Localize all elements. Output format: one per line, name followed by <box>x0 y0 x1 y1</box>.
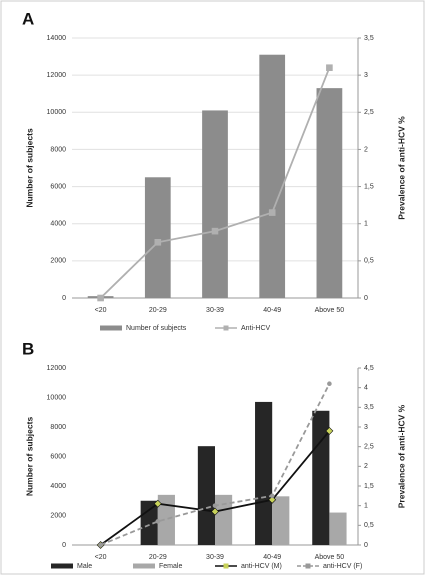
legend-label: anti-HCV (F) <box>323 563 362 570</box>
y2-tick-label: 4 <box>364 385 368 392</box>
y-tick-label: 4000 <box>50 221 66 228</box>
bar <box>157 494 175 545</box>
bar <box>140 500 158 545</box>
y-tick-label: 8000 <box>50 146 66 153</box>
y-tick-label: 6000 <box>50 183 66 190</box>
legend-label: anti-HCV (M) <box>241 563 282 570</box>
legend-marker <box>223 325 229 331</box>
x-tick-label: 20-29 <box>149 307 167 314</box>
marker <box>327 381 332 387</box>
y2-tick-label: 0 <box>364 542 368 549</box>
y-axis-title: Number of subjects <box>24 128 34 208</box>
x-tick-label: 40-49 <box>263 307 281 314</box>
y2-tick-label: 3,5 <box>364 35 374 42</box>
y-tick-label: 2000 <box>50 258 66 265</box>
x-tick-label: 40-49 <box>263 554 281 561</box>
y-tick-label: 8000 <box>50 424 66 431</box>
y2-tick-label: 3 <box>364 72 368 79</box>
legend-label: Male <box>77 563 92 570</box>
x-tick-label: Above 50 <box>315 307 345 314</box>
y2-tick-label: 2,5 <box>364 444 374 451</box>
marker <box>325 427 334 435</box>
legend-label: Anti-HCV <box>241 325 271 332</box>
panel-label: B <box>22 339 34 358</box>
bar <box>144 177 171 298</box>
bar <box>202 110 228 298</box>
y-tick-label: 12000 <box>47 72 67 79</box>
legend-label: Number of subjects <box>126 325 187 332</box>
legend-marker <box>305 563 311 569</box>
legend-swatch <box>51 563 73 569</box>
marker <box>97 294 104 302</box>
marker <box>212 503 218 508</box>
x-tick-label: Above 50 <box>315 554 345 561</box>
y2-tick-label: 3 <box>364 424 368 431</box>
y2-tick-label: 2 <box>364 146 368 153</box>
marker <box>154 238 162 246</box>
y-tick-label: 2000 <box>50 512 66 519</box>
marker <box>269 493 275 499</box>
marker <box>153 499 162 508</box>
y2-tick-label: 2,5 <box>364 109 374 116</box>
y2-tick-label: 1 <box>364 221 368 228</box>
marker <box>155 519 161 524</box>
y2-axis-title: Prevalence of anti-HCV % <box>396 404 406 508</box>
legend-marker <box>223 563 229 569</box>
y2-tick-label: 2 <box>364 463 368 470</box>
legend-swatch <box>100 325 122 331</box>
bar <box>259 54 286 298</box>
bar <box>255 401 273 545</box>
marker <box>98 542 103 548</box>
y2-tick-label: 0,5 <box>364 258 374 265</box>
legend-label: Female <box>159 563 182 570</box>
bar <box>312 410 330 545</box>
bar <box>329 512 347 545</box>
y2-tick-label: 4,5 <box>364 365 374 372</box>
y-tick-label: 10000 <box>47 394 67 401</box>
bar <box>215 494 233 545</box>
y-tick-label: 0 <box>62 295 66 302</box>
bar <box>197 446 215 545</box>
bar <box>316 88 343 299</box>
y2-tick-label: 1,5 <box>364 183 374 190</box>
panel-label: A <box>22 9 34 28</box>
y2-tick-label: 3,5 <box>364 404 374 411</box>
y2-axis-title: Prevalence of anti-HCV % <box>396 116 406 220</box>
y-axis-title: Number of subjects <box>24 417 34 497</box>
legend-swatch <box>133 563 155 569</box>
x-tick-label: 20-29 <box>149 554 167 561</box>
y-tick-label: 10000 <box>47 109 67 116</box>
marker <box>211 227 219 235</box>
y-tick-label: 6000 <box>50 453 66 460</box>
marker <box>268 495 277 504</box>
y2-tick-label: 1,5 <box>364 483 374 490</box>
y2-tick-label: 0,5 <box>364 522 374 529</box>
x-tick-label: <20 <box>95 554 107 561</box>
y-tick-label: 0 <box>62 542 66 549</box>
x-tick-label: 30-39 <box>206 307 224 314</box>
y-tick-label: 4000 <box>50 483 66 490</box>
y-tick-label: 12000 <box>47 365 67 372</box>
marker <box>211 507 219 516</box>
marker <box>268 209 276 216</box>
marker <box>326 64 333 72</box>
y2-tick-label: 0 <box>364 295 368 302</box>
x-tick-label: <20 <box>95 307 107 314</box>
x-tick-label: 30-39 <box>206 554 224 561</box>
y2-tick-label: 1 <box>364 503 368 510</box>
y-tick-label: 14000 <box>47 35 67 42</box>
bar <box>272 496 290 545</box>
